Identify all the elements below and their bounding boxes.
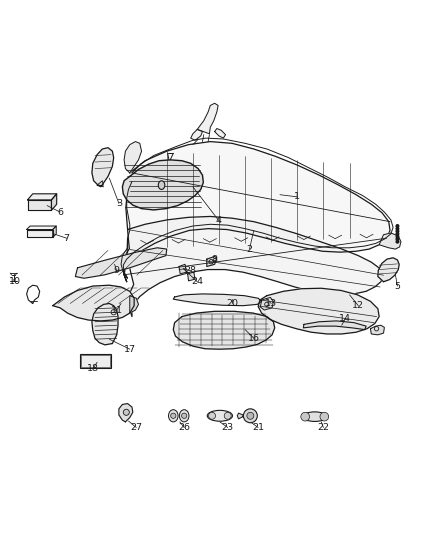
Circle shape — [396, 238, 399, 240]
Polygon shape — [173, 311, 275, 349]
Text: 16: 16 — [248, 334, 260, 343]
Polygon shape — [92, 148, 114, 186]
Polygon shape — [53, 226, 56, 237]
Circle shape — [396, 235, 399, 238]
Polygon shape — [237, 413, 243, 419]
Text: 12: 12 — [352, 301, 364, 310]
Text: 5: 5 — [395, 281, 400, 290]
Polygon shape — [191, 130, 202, 140]
Circle shape — [396, 232, 399, 235]
Polygon shape — [122, 160, 203, 210]
Text: 23: 23 — [222, 423, 234, 432]
Polygon shape — [304, 321, 366, 329]
Text: 11: 11 — [111, 305, 123, 314]
Text: 22: 22 — [318, 423, 329, 432]
Circle shape — [396, 228, 399, 230]
Circle shape — [301, 413, 310, 421]
Polygon shape — [260, 297, 273, 310]
Text: 20: 20 — [226, 299, 238, 308]
Polygon shape — [215, 128, 226, 138]
Polygon shape — [258, 288, 379, 334]
Polygon shape — [379, 233, 401, 249]
Ellipse shape — [180, 410, 189, 422]
Circle shape — [123, 409, 129, 415]
Text: 1: 1 — [294, 192, 300, 201]
Polygon shape — [122, 142, 390, 282]
Polygon shape — [119, 403, 133, 422]
Text: 21: 21 — [252, 423, 264, 432]
Circle shape — [244, 409, 257, 423]
Ellipse shape — [158, 181, 165, 189]
Text: 14: 14 — [339, 314, 351, 323]
Text: 27: 27 — [131, 423, 142, 432]
Circle shape — [171, 413, 176, 418]
Circle shape — [320, 413, 328, 421]
Polygon shape — [53, 285, 134, 321]
Ellipse shape — [207, 410, 233, 421]
Text: 24: 24 — [191, 277, 203, 286]
Bar — [81, 355, 110, 367]
Polygon shape — [27, 226, 56, 230]
Circle shape — [224, 413, 231, 419]
Polygon shape — [51, 194, 57, 211]
Text: 13: 13 — [265, 299, 277, 308]
Polygon shape — [28, 194, 57, 200]
Text: 26: 26 — [178, 423, 190, 432]
Bar — [80, 354, 111, 368]
Polygon shape — [179, 264, 186, 274]
Text: 8: 8 — [212, 255, 218, 264]
Text: 10: 10 — [8, 277, 21, 286]
Polygon shape — [173, 294, 261, 305]
Polygon shape — [28, 200, 51, 211]
Polygon shape — [378, 258, 399, 282]
Polygon shape — [187, 272, 195, 281]
Circle shape — [208, 413, 215, 419]
Circle shape — [182, 413, 187, 418]
Circle shape — [396, 225, 399, 228]
Polygon shape — [27, 230, 53, 237]
Text: 18: 18 — [87, 364, 99, 373]
Polygon shape — [371, 325, 385, 335]
Polygon shape — [197, 103, 218, 134]
Text: 28: 28 — [185, 266, 197, 276]
Polygon shape — [97, 181, 103, 187]
Polygon shape — [92, 303, 118, 345]
Circle shape — [396, 240, 399, 243]
Text: 6: 6 — [57, 207, 63, 216]
Polygon shape — [130, 296, 138, 313]
Circle shape — [247, 413, 254, 419]
Text: 4: 4 — [216, 216, 222, 225]
Polygon shape — [127, 216, 384, 317]
Circle shape — [396, 230, 399, 232]
Text: 2: 2 — [247, 245, 252, 254]
Polygon shape — [207, 256, 217, 266]
Polygon shape — [75, 248, 167, 278]
Text: 9: 9 — [114, 266, 120, 276]
Polygon shape — [124, 142, 141, 173]
Text: 7: 7 — [64, 233, 70, 243]
Ellipse shape — [169, 410, 178, 422]
Text: 17: 17 — [124, 345, 136, 354]
Ellipse shape — [303, 412, 327, 422]
Text: 3: 3 — [116, 199, 122, 208]
